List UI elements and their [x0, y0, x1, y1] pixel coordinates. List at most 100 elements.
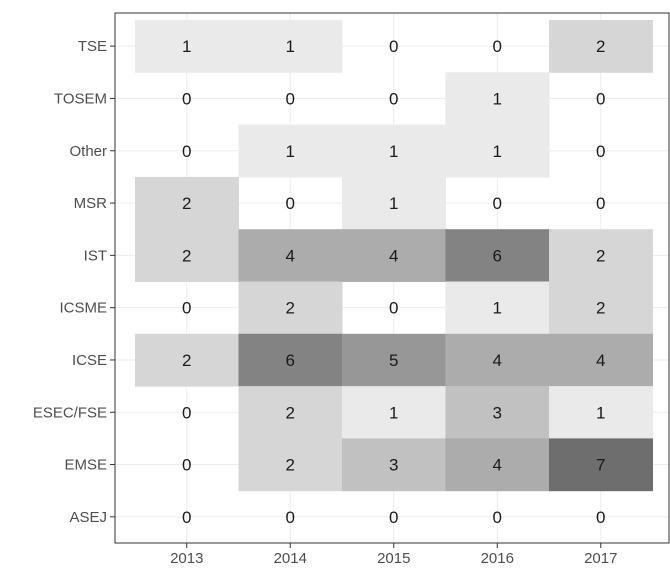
cell-value-label: 0: [493, 37, 502, 56]
cell-value-label: 0: [389, 37, 398, 56]
cell-value-label: 1: [493, 89, 502, 108]
heatmap-cell: [135, 333, 239, 387]
heatmap-cell: [238, 386, 343, 439]
y-tick-label: MSR: [74, 195, 108, 212]
heatmap-cell: [135, 229, 239, 282]
cell-value-label: 2: [286, 299, 295, 318]
cell-value-label: 1: [493, 299, 502, 318]
x-tick-label: 2016: [481, 550, 514, 567]
cell-value-label: 1: [493, 142, 502, 161]
cell-value-label: 0: [596, 508, 605, 527]
cell-value-label: 4: [493, 351, 502, 370]
heatmap-cell: [238, 333, 343, 387]
cell-value-label: 2: [182, 246, 191, 265]
heatmap-cell: [342, 333, 446, 387]
heatmap-cells: [135, 20, 653, 492]
cell-value-label: 6: [493, 246, 502, 265]
heatmap-cell: [238, 281, 343, 335]
cell-value-label: 2: [182, 351, 191, 370]
heatmap-cell: [549, 229, 653, 282]
cell-value-label: 0: [596, 194, 605, 213]
heatmap-cell: [135, 176, 239, 230]
cell-value-label: 0: [182, 403, 191, 422]
heatmap-cell: [549, 333, 653, 387]
cell-value-label: 7: [596, 456, 605, 475]
cell-value-label: 0: [182, 142, 191, 161]
cell-value-label: 0: [389, 508, 398, 527]
cell-value-label: 1: [596, 403, 605, 422]
x-tick-label: 2017: [584, 550, 617, 567]
cell-value-label: 0: [596, 142, 605, 161]
cell-value-label: 0: [493, 508, 502, 527]
x-tick-label: 2014: [274, 550, 307, 567]
y-tick-label: IST: [84, 247, 107, 264]
heatmap-cell: [445, 72, 550, 126]
cell-value-label: 1: [389, 142, 398, 161]
heatmap-cell: [238, 438, 343, 492]
heatmap-cell: [342, 176, 446, 230]
cell-value-label: 0: [389, 299, 398, 318]
cell-value-label: 0: [286, 89, 295, 108]
y-tick-label: TOSEM: [54, 90, 107, 107]
cell-value-label: 3: [389, 456, 398, 475]
y-tick-label: ESEC/FSE: [33, 404, 107, 421]
cell-value-label: 2: [596, 246, 605, 265]
cell-value-label: 1: [389, 403, 398, 422]
cell-labels: 1 1 0 0 2 0 0 0 1 0 0 1 1 1 0 2 0 1 0 0 2 4 4 6 2 0 2 0 1 2 2 6 5 4 4 0 2 1 3 1…: [182, 37, 605, 527]
cell-value-label: 5: [389, 351, 398, 370]
cell-value-label: 0: [286, 194, 295, 213]
cell-value-label: 2: [286, 403, 295, 422]
cell-value-label: 2: [596, 299, 605, 318]
y-tick-label: Other: [69, 143, 107, 160]
heatmap-cell: [238, 229, 343, 282]
cell-value-label: 4: [493, 456, 502, 475]
y-tick-label: ASEJ: [69, 509, 107, 526]
heatmap-cell: [549, 438, 653, 492]
cell-value-label: 2: [182, 194, 191, 213]
cell-value-label: 1: [286, 142, 295, 161]
panel-border: [114, 12, 670, 544]
cell-value-label: 0: [596, 89, 605, 108]
y-tick-label: ICSME: [59, 300, 107, 317]
cell-value-label: 2: [596, 37, 605, 56]
heatmap-cell: [135, 20, 239, 73]
heatmap-cell: [549, 386, 653, 439]
cell-value-label: 3: [493, 403, 502, 422]
heatmap-cell: [342, 438, 446, 492]
cell-value-label: 0: [493, 194, 502, 213]
heatmap-cell: [549, 20, 653, 73]
heatmap-cell: [549, 281, 653, 335]
cell-value-label: 1: [182, 37, 191, 56]
cell-value-label: 0: [182, 508, 191, 527]
cell-value-label: 4: [389, 246, 398, 265]
cell-value-label: 0: [389, 89, 398, 108]
heatmap-cell: [342, 386, 446, 439]
y-tick-label: EMSE: [64, 457, 107, 474]
y-tick-label: TSE: [78, 38, 107, 55]
y-tick-label: ICSE: [72, 352, 107, 369]
x-tick-label: 2015: [377, 550, 410, 567]
heatmap-cell: [342, 229, 446, 282]
cell-value-label: 1: [389, 194, 398, 213]
y-axis: TSE TOSEM Other MSR IST ICSME ICSE ESEC/FSE EMSE…: [33, 38, 115, 526]
heatmap-cell: [445, 281, 550, 335]
cell-value-label: 2: [286, 456, 295, 475]
cell-value-label: 6: [286, 351, 295, 370]
heatmap-cell: [238, 124, 343, 178]
heatmap-cell: [445, 333, 550, 387]
cell-value-label: 4: [596, 351, 605, 370]
x-tick-label: 2013: [170, 550, 203, 567]
heatmap-cell: [445, 229, 550, 282]
heatmap-cell: [445, 386, 550, 439]
heatmap-cell: [342, 124, 446, 178]
heatmap-cell: [445, 438, 550, 492]
cell-value-label: 1: [286, 37, 295, 56]
cell-value-label: 0: [182, 89, 191, 108]
heatmap-cell: [238, 20, 343, 73]
cell-value-label: 0: [182, 456, 191, 475]
heatmap-cell: [445, 124, 550, 178]
cell-value-label: 0: [182, 299, 191, 318]
cell-value-label: 4: [286, 246, 295, 265]
x-axis: 2013 2014 2015 2016 2017: [170, 543, 617, 567]
